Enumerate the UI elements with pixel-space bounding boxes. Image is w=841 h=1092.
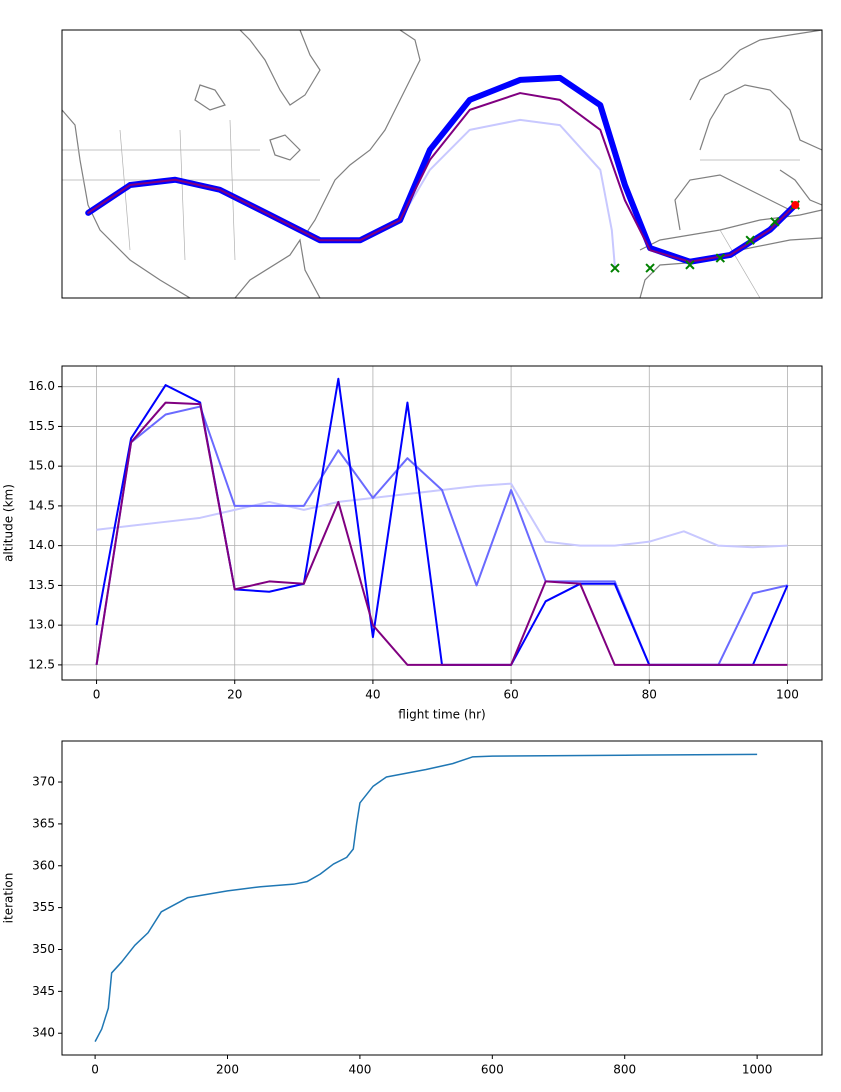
x-axis-label: flight time (hr) — [398, 708, 485, 722]
route-endpoint — [791, 200, 800, 209]
plot-frame — [61, 365, 823, 681]
route-marker — [645, 263, 655, 273]
x-tick-label: 200 — [216, 1063, 239, 1077]
x-tick-label: 40 — [365, 688, 380, 702]
y-tick-label: 13.0 — [28, 618, 55, 632]
plot-frame — [61, 740, 823, 1056]
route-marker — [745, 235, 755, 245]
x-tick-label: 80 — [642, 688, 657, 702]
y-tick-label: 340 — [32, 1026, 55, 1040]
series-line — [94, 753, 758, 1042]
x-tick-label: 600 — [481, 1063, 504, 1077]
plot-lines — [94, 753, 758, 1042]
y-axis-label: altitude (km) — [2, 484, 16, 562]
y-tick-label: 14.0 — [28, 538, 55, 552]
route-marker — [685, 260, 695, 270]
y-tick-label: 360 — [32, 858, 55, 872]
y-tick-label: 15.5 — [28, 419, 55, 433]
route-marker — [610, 263, 620, 273]
y-tick-label: 13.5 — [28, 578, 55, 592]
x-tick-label: 100 — [776, 688, 799, 702]
x-tick-label: 60 — [503, 688, 518, 702]
y-tick-label: 370 — [32, 775, 55, 789]
plot-frame — [61, 29, 823, 299]
series-line — [95, 401, 788, 666]
route-line — [85, 74, 799, 265]
x-tick-label: 0 — [91, 1063, 99, 1077]
map-routes — [85, 74, 800, 273]
y-tick-label: 355 — [32, 900, 55, 914]
y-axis-label: iteration — [2, 873, 16, 924]
plot-lines — [95, 377, 789, 666]
y-tick-label: 345 — [32, 984, 55, 998]
series-line — [95, 405, 788, 666]
x-tick-label: 0 — [93, 688, 101, 702]
x-tick-label: 400 — [348, 1063, 371, 1077]
route-marker — [715, 253, 726, 263]
y-tick-label: 15.0 — [28, 459, 55, 473]
route-line — [87, 92, 797, 263]
route-marker — [770, 217, 780, 227]
series-line — [95, 377, 789, 666]
y-tick-label: 365 — [32, 816, 55, 830]
x-tick-label: 800 — [613, 1063, 636, 1077]
y-tick-label: 350 — [32, 942, 55, 956]
x-tick-label: 20 — [227, 688, 242, 702]
route-line — [87, 118, 616, 270]
x-tick-label: 1000 — [742, 1063, 773, 1077]
y-tick-label: 14.5 — [28, 498, 55, 512]
y-tick-label: 16.0 — [28, 379, 55, 393]
series-line — [96, 482, 788, 549]
y-tick-label: 12.5 — [28, 657, 55, 671]
